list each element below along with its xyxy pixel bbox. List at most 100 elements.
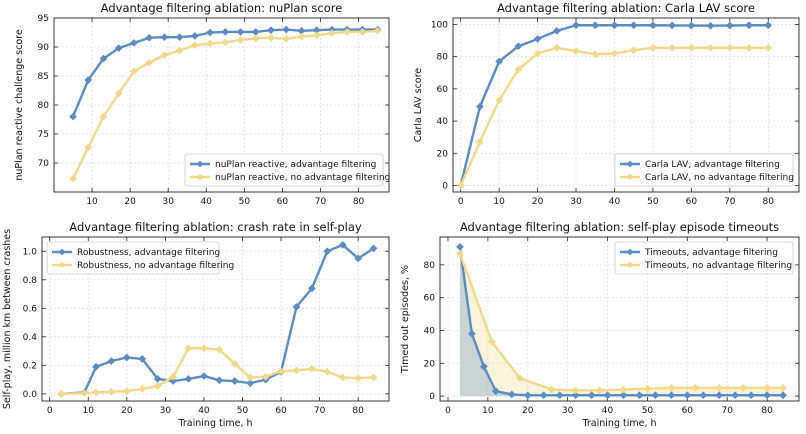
data-point [184,374,193,383]
data-point [69,174,77,183]
chart-panel-1: 10 20 30 40 50 60 70 80 70 75 80 85 90 95 Advantage fi… [14,1,390,207]
data-point [745,43,753,52]
x-tick-label: 0 [445,406,451,416]
data-point [699,391,708,400]
data-point [715,383,724,392]
legend-label: Robustness, no advantage filtering [77,261,234,271]
series-line [458,252,784,392]
y-axis-label: Self-play, million km between crashes [2,229,13,409]
data-point [215,376,224,385]
data-point [764,43,773,52]
y-axis-label: nuPlan reactive challenge score [14,29,25,180]
data-point [687,21,696,30]
y-tick-label: 40 [424,326,436,336]
data-point [354,254,363,263]
data-point [587,391,596,400]
y-tick-label: 20 [424,359,436,369]
data-point [603,391,612,400]
data-point [539,391,548,400]
data-point [648,21,657,30]
legend-box [614,153,794,187]
data-point [129,38,138,47]
data-point [572,21,580,30]
data-point [267,33,275,42]
legend-marker [626,248,634,256]
data-point [190,32,199,40]
data-point [725,21,734,30]
data-point [221,27,230,36]
data-point [706,43,715,52]
legend-box [46,241,220,275]
y-tick-label: 0.0 [23,390,38,400]
data-point [610,21,619,30]
x-tick-label: 50 [647,197,659,207]
data-point [230,359,239,368]
data-point [619,385,628,394]
data-point [667,383,676,392]
data-point [648,43,657,52]
data-point [369,244,378,253]
data-point [297,32,306,41]
legend-marker [58,261,66,269]
data-point [572,47,580,55]
x-tick-label: 30 [570,197,582,207]
data-point [354,374,363,383]
x-tick-label: 10 [83,406,95,416]
data-point [145,33,154,42]
y-tick-label: 95 [38,14,49,24]
data-point [475,138,484,147]
data-point [643,384,652,393]
legend-marker [626,173,634,181]
data-point [747,391,756,400]
data-point [552,43,561,52]
data-point [487,338,496,346]
data-point [533,34,542,43]
data-point [236,36,245,44]
legend-box [184,153,384,187]
data-point [591,21,600,30]
data-point [455,242,464,251]
chart-title: Advantage filtering ablation: nuPlan sco… [101,1,343,15]
data-point [635,391,644,400]
data-point [122,387,131,395]
x-tick-label: 40 [201,197,213,207]
data-point [691,383,700,392]
x-tick-label: 20 [532,197,544,207]
chart-title: Advantage filtering ablation: Carla LAV … [497,1,755,15]
x-tick-label: 60 [275,406,287,416]
series-area [459,253,784,397]
data-point [591,50,600,59]
x-tick-label: 20 [522,406,534,416]
x-tick-label: 70 [724,197,736,207]
data-point [456,181,465,190]
legend-label: nuPlan reactive, no advantage filtering [215,173,390,183]
axes-frame [41,236,390,402]
data-point [745,21,753,30]
x-tick-label: 60 [686,197,698,207]
x-tick-label: 50 [642,406,654,416]
x-tick-label: 70 [314,406,326,416]
x-tick-label: 80 [352,406,364,416]
data-point [495,57,504,66]
y-tick-label: 0.2 [23,361,37,371]
data-point [199,344,208,353]
y-tick-label: 0 [429,392,435,402]
data-point [236,27,245,36]
data-point [475,102,484,111]
data-point [523,391,532,400]
x-tick-label: 20 [124,197,136,207]
data-point [251,34,260,43]
data-point [668,21,677,30]
data-point [619,391,628,400]
axes-frame [439,236,800,402]
data-point [358,27,367,36]
data-point [307,284,316,293]
data-point [571,391,580,400]
data-point [731,391,740,400]
y-tick-label: 90 [38,43,50,53]
data-point [292,302,301,311]
data-point [687,43,696,52]
data-point [779,383,787,392]
chart-title: Advantage filtering ablation: self-play … [460,220,779,234]
data-point [610,49,619,58]
